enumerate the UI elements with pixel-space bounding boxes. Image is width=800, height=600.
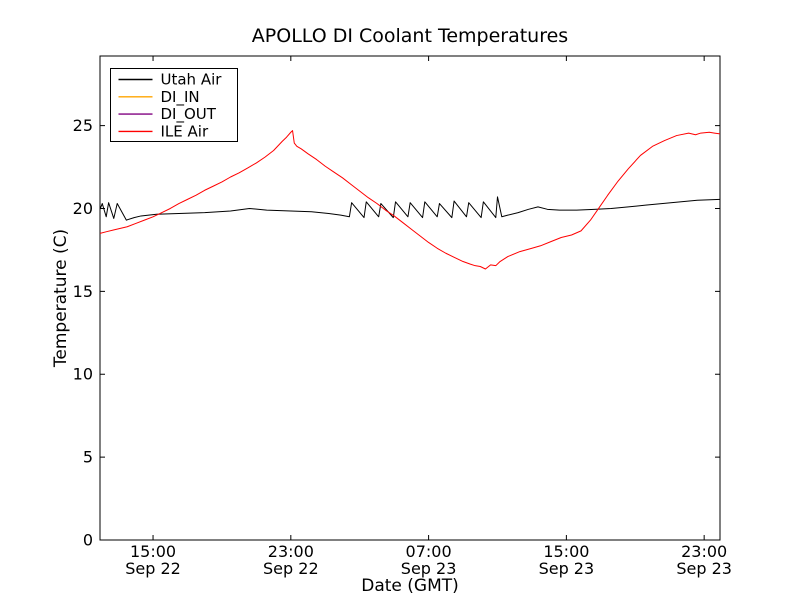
x-tick-label-time: 07:00 (406, 542, 452, 561)
x-tick-label-time: 15:00 (543, 542, 589, 561)
y-tick-label: 15 (73, 282, 93, 301)
x-tick-label-date: Sep 23 (539, 559, 595, 578)
series-line-utah-air (99, 196, 721, 221)
chart-title: APOLLO DI Coolant Temperatures (252, 25, 568, 47)
legend-label-utah-air: Utah Air (161, 71, 223, 89)
legend-label-di-in: DI_IN (161, 88, 200, 107)
y-tick-label: 20 (73, 199, 93, 218)
legend-label-di-out: DI_OUT (161, 105, 217, 124)
x-tick-label-time: 23:00 (268, 542, 314, 561)
plot-border (99, 55, 721, 541)
legend-box (110, 68, 238, 142)
x-tick-label-date: Sep 23 (676, 559, 732, 578)
series-line-ile-air (99, 130, 721, 270)
x-tick-label-time: 15:00 (130, 542, 176, 561)
y-tick-label: 10 (73, 365, 93, 384)
x-tick-label-date: Sep 22 (263, 559, 319, 578)
x-tick-label-time: 23:00 (681, 542, 727, 561)
legend-label-ile-air: ILE Air (161, 122, 209, 140)
y-tick-label: 0 (83, 531, 93, 550)
x-tick-label-date: Sep 23 (401, 559, 457, 578)
y-tick-label: 25 (73, 116, 93, 135)
x-axis-label: Date (GMT) (361, 576, 459, 596)
y-axis-label: Temperature (C) (51, 229, 71, 368)
series-layer (99, 130, 721, 270)
y-tick-label: 5 (83, 448, 93, 467)
x-tick-label-date: Sep 22 (125, 559, 181, 578)
